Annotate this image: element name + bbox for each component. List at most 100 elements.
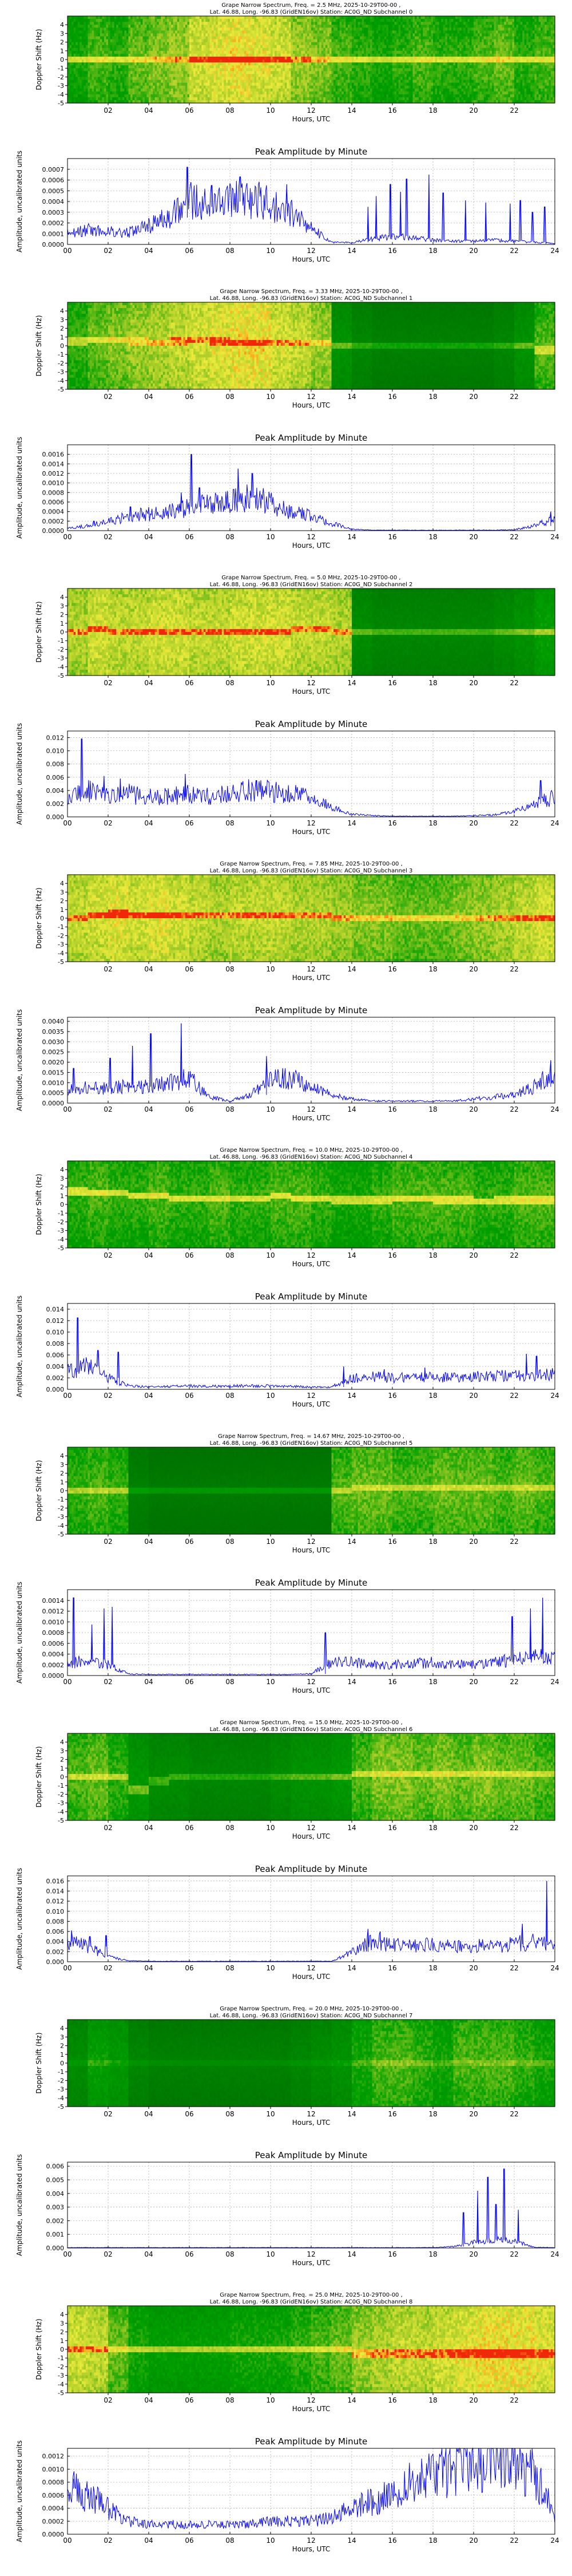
- heatmap-cell: [134, 48, 137, 52]
- heatmap-cell: [251, 45, 253, 49]
- heatmap-cell: [238, 74, 240, 77]
- heatmap-cell: [197, 25, 200, 28]
- heatmap-cell: [124, 62, 126, 66]
- heatmap-cell: [210, 97, 212, 101]
- heatmap-cell: [124, 97, 126, 101]
- heatmap-cell: [275, 30, 277, 34]
- heatmap-cell: [224, 45, 226, 49]
- heatmap-cell: [226, 60, 228, 63]
- heatmap-cell: [200, 48, 202, 52]
- heatmap-cell: [197, 80, 200, 83]
- heatmap-cell: [126, 92, 129, 95]
- heatmap-cell: [110, 30, 113, 34]
- heatmap-cell: [216, 33, 218, 37]
- heatmap-cell: [208, 74, 210, 77]
- heatmap-cell: [271, 33, 273, 37]
- heatmap-cell: [165, 57, 167, 60]
- heatmap-cell: [76, 51, 78, 54]
- heatmap-cell: [248, 22, 251, 25]
- heatmap-cell: [134, 86, 137, 89]
- heatmap-cell: [120, 30, 122, 34]
- heatmap-cell: [155, 68, 157, 72]
- heatmap-cell: [246, 89, 248, 92]
- heatmap-cell: [110, 39, 113, 43]
- heatmap-cell: [137, 94, 139, 98]
- heatmap-cell: [98, 60, 100, 63]
- heatmap-cell: [161, 92, 163, 95]
- heatmap-cell: [104, 25, 106, 28]
- heatmap-cell: [110, 62, 113, 66]
- heatmap-cell: [74, 97, 76, 101]
- heatmap-cell: [130, 92, 133, 95]
- heatmap-cell: [226, 74, 228, 77]
- heatmap-cell: [167, 94, 169, 98]
- heatmap-cell: [218, 97, 220, 101]
- heatmap-cell: [134, 74, 137, 77]
- heatmap-cell: [120, 22, 122, 25]
- heatmap-cell: [92, 89, 94, 92]
- heatmap-cell: [236, 80, 239, 83]
- heatmap-cell: [129, 39, 131, 43]
- heatmap-cell: [159, 30, 161, 34]
- heatmap-cell: [82, 48, 84, 52]
- heatmap-cell: [197, 27, 200, 31]
- heatmap-cell: [179, 30, 181, 34]
- heatmap-cell: [120, 16, 122, 19]
- heatmap-cell: [161, 97, 163, 101]
- heatmap-cell: [175, 71, 177, 74]
- heatmap-cell: [236, 36, 239, 39]
- heatmap-cell: [248, 77, 251, 80]
- heatmap-cell: [88, 45, 90, 49]
- heatmap-cell: [181, 86, 184, 89]
- heatmap-cell: [234, 33, 236, 37]
- heatmap-cell: [260, 60, 263, 63]
- heatmap-cell: [183, 16, 185, 19]
- heatmap-cell: [275, 36, 277, 39]
- heatmap-cell: [196, 68, 198, 72]
- heatmap-cell: [74, 36, 76, 39]
- heatmap-cell: [260, 80, 263, 83]
- heatmap-cell: [78, 27, 80, 31]
- heatmap-cell: [104, 62, 106, 66]
- heatmap-cell: [212, 77, 214, 80]
- heatmap-cell: [205, 33, 208, 37]
- heatmap-cell: [133, 39, 135, 43]
- heatmap-cell: [138, 71, 141, 74]
- heatmap-cell: [189, 54, 192, 57]
- heatmap-cell: [242, 51, 244, 54]
- heatmap-cell: [106, 48, 108, 52]
- heatmap-cell: [138, 92, 141, 95]
- heatmap-cell: [273, 68, 275, 72]
- heatmap-cell: [204, 16, 206, 19]
- heatmap-cell: [185, 48, 188, 52]
- heatmap-cell: [163, 48, 165, 52]
- heatmap-cell: [192, 94, 194, 98]
- heatmap-cell: [173, 30, 176, 34]
- heatmap-cell: [256, 65, 259, 69]
- heatmap-cell: [256, 16, 259, 19]
- heatmap-cell: [106, 77, 108, 80]
- heatmap-cell: [173, 22, 176, 25]
- heatmap-cell: [263, 71, 265, 74]
- heatmap-cell: [248, 42, 251, 46]
- heatmap-cell: [275, 51, 277, 54]
- heatmap-cell: [124, 48, 126, 52]
- heatmap-cell: [72, 30, 74, 34]
- heatmap-cell: [234, 62, 236, 66]
- heatmap-cell: [104, 65, 106, 69]
- heatmap-cell: [230, 51, 232, 54]
- heatmap-cell: [228, 48, 230, 52]
- heatmap-cell: [114, 54, 117, 57]
- heatmap-cell: [165, 86, 167, 89]
- heatmap-cell: [96, 74, 98, 77]
- heatmap-cell: [263, 42, 265, 46]
- heatmap-cell: [228, 36, 230, 39]
- heatmap-cell: [185, 22, 188, 25]
- heatmap-cell: [189, 45, 192, 49]
- heatmap-cell: [67, 16, 70, 19]
- heatmap-cell: [197, 94, 200, 98]
- heatmap-cell: [216, 45, 218, 49]
- heatmap-cell: [238, 68, 240, 72]
- heatmap-cell: [142, 65, 145, 69]
- heatmap-cell: [96, 16, 98, 19]
